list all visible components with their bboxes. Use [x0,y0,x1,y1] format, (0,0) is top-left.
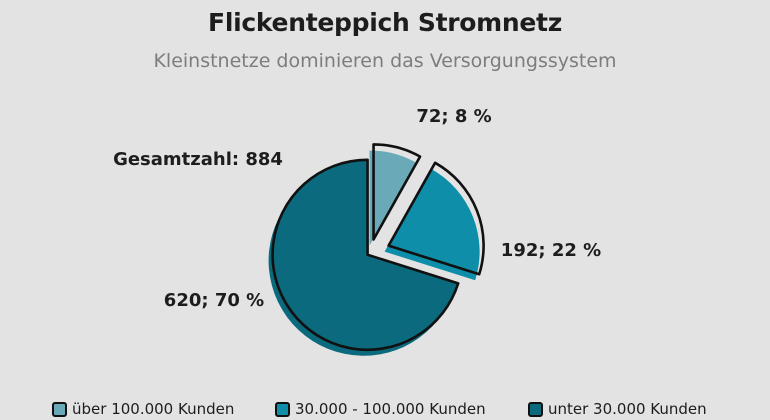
legend: über 100.000 Kunden 30.000 - 100.000 Kun… [0,398,770,420]
legend-swatch-large [52,401,67,417]
chart-subtitle: Kleinstnetze dominieren das Versorgungss… [153,50,617,72]
legend-item-medium: 30.000 - 100.000 Kunden [275,400,486,418]
legend-label-large: über 100.000 Kunden [72,400,235,418]
legend-item-small: unter 30.000 Kunden [528,400,707,418]
pie-chart: 72; 8 % 192; 22 % 620; 70 % Gesamtzahl: 884 [113,106,601,356]
legend-item-large: über 100.000 Kunden [52,400,234,418]
legend-label-medium: 30.000 - 100.000 Kunden [295,400,486,418]
chart-title: Flickenteppich Stromnetz [208,8,562,37]
data-label-small: 620; 70 % [164,290,264,311]
pie-slice-medium [387,161,485,276]
total-label: Gesamtzahl: 884 [113,149,283,170]
data-label-large: 72; 8 % [416,106,491,127]
pie-slice-small [271,158,460,352]
legend-swatch-small [528,401,543,417]
pie-slice-large [372,143,422,241]
pie-slice-shadow-large [369,150,417,246]
legend-label-small: unter 30.000 Kunden [548,400,707,418]
legend-swatch-medium [275,401,290,417]
data-label-medium: 192; 22 % [501,240,601,261]
